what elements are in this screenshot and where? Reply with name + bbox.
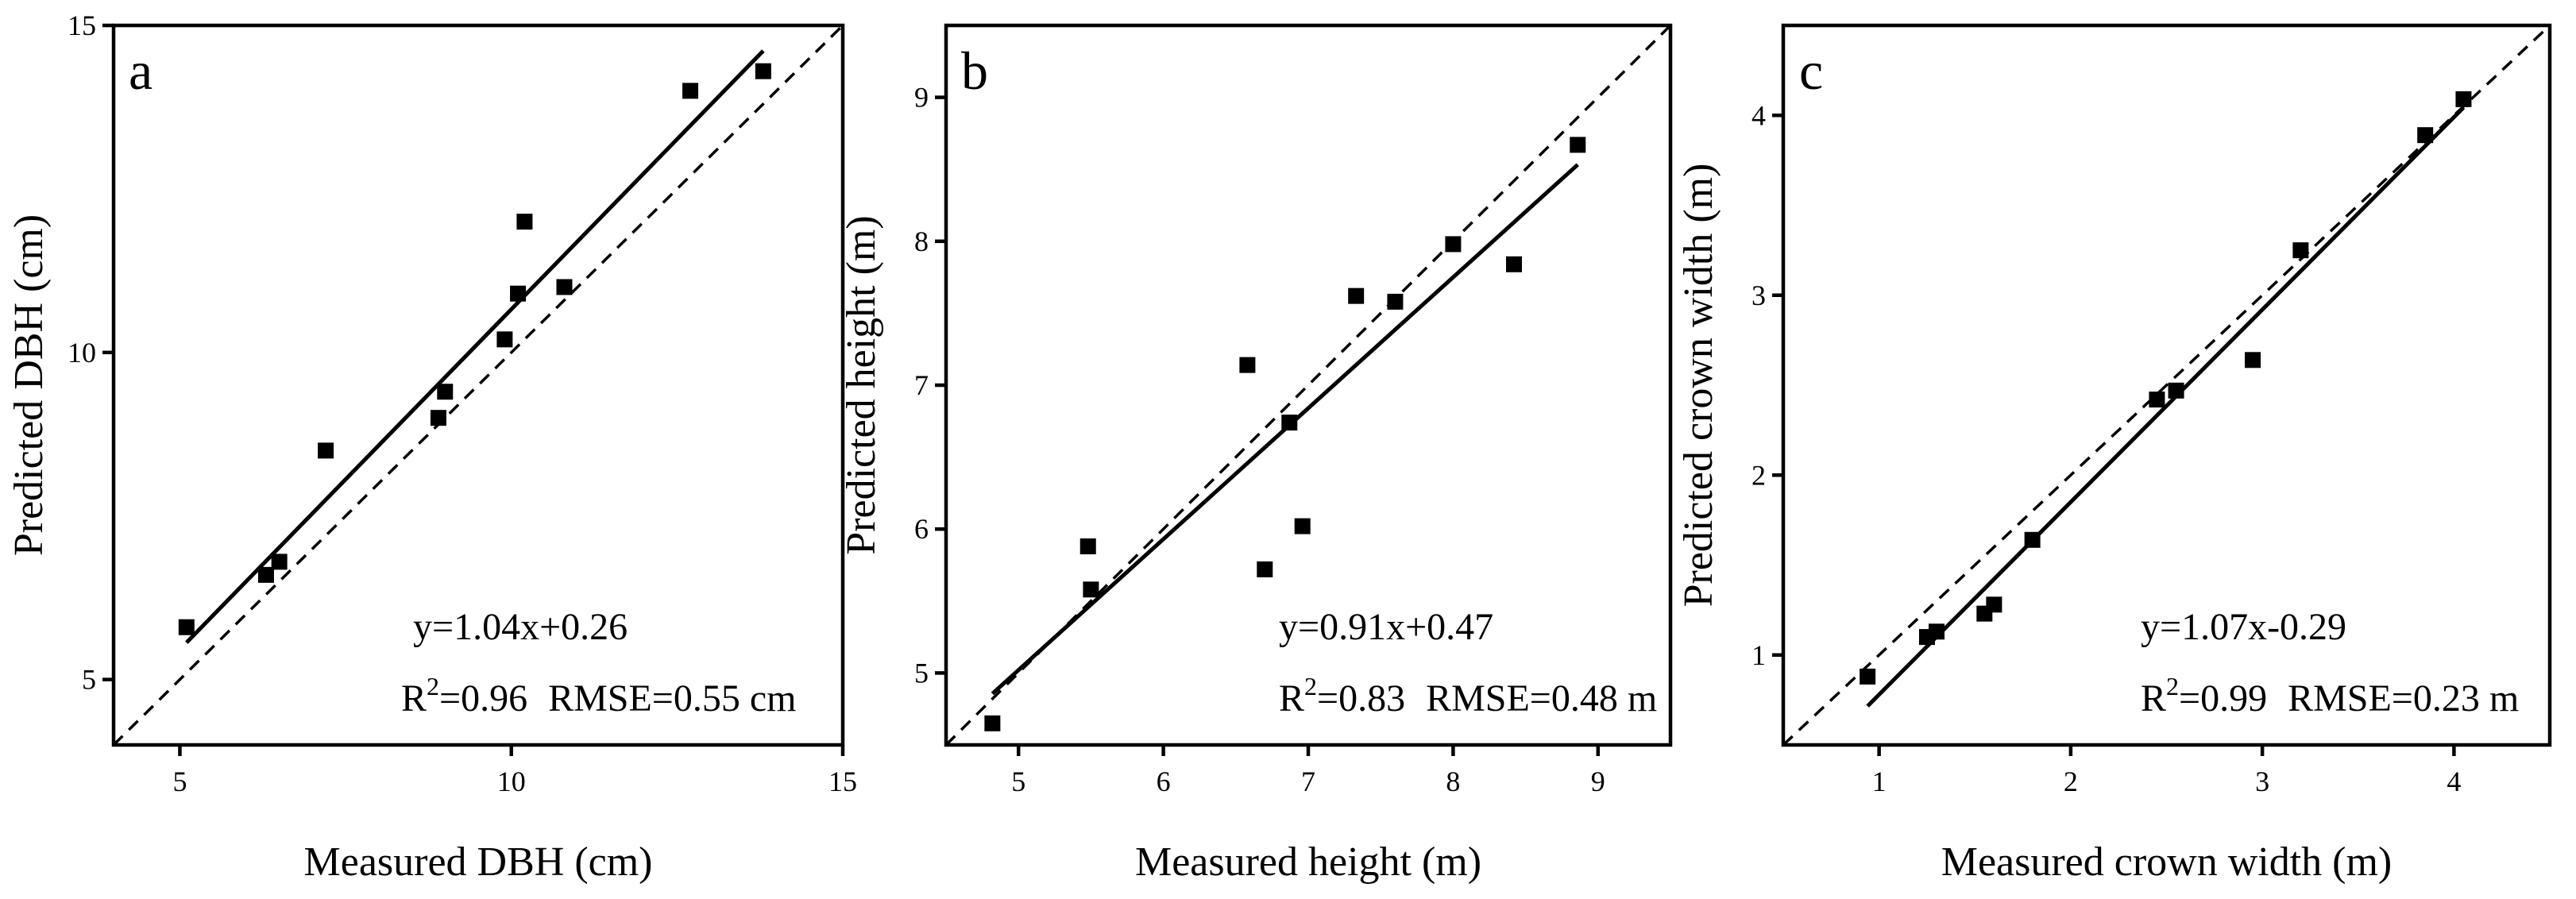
panel-letter: c (1799, 41, 1823, 101)
x-axis-title: Measured height (m) (1135, 839, 1481, 885)
y-tick-label: 2 (1751, 459, 1766, 491)
regression-line (185, 49, 765, 644)
rmse-value: RMSE=0.48 m (1426, 677, 1657, 720)
fit-statistics: R2=0.99 RMSE=0.23 m (2141, 672, 2519, 720)
data-point (510, 285, 527, 302)
data-point (2455, 91, 2472, 107)
data-point (682, 83, 699, 99)
y-tick-label: 5 (82, 664, 96, 696)
plot-frame (1781, 23, 2552, 747)
data-point (2149, 392, 2165, 408)
panel-c: 1 2 3 4 1 2 3 4 Measured crown width (m) Predicte… (1676, 23, 2552, 885)
x-tick-label: 10 (497, 766, 526, 797)
y-tick-label: 8 (914, 226, 929, 257)
data-point (1257, 561, 1273, 577)
regression-equation: y=0.91x+0.47 (1279, 606, 1493, 648)
data-point (984, 715, 1001, 731)
data-point (1294, 518, 1311, 534)
panel-letter: a (129, 41, 153, 101)
x-axis-title: Measured DBH (cm) (304, 839, 653, 885)
y-tick-label: 15 (68, 10, 96, 41)
data-point (318, 442, 334, 459)
plot-frame (111, 23, 845, 747)
rmse-value: RMSE=0.55 cm (548, 677, 796, 720)
regression-line (1866, 106, 2466, 708)
data-point (2292, 242, 2309, 259)
data-point (496, 331, 513, 348)
x-tick-label: 6 (1157, 766, 1171, 797)
panel-b: 5 6 7 8 9 5 6 7 8 9 Measured height (m) Predicted h… (839, 23, 1673, 885)
data-point (1929, 623, 1945, 640)
r2-value: =0.99 (2179, 677, 2267, 720)
data-point (1239, 357, 1256, 373)
y-tick-label: 9 (914, 82, 929, 114)
x-axis-title: Measured crown width (m) (1941, 839, 2393, 885)
data-point (2245, 352, 2261, 368)
x-tick-label: 8 (1446, 766, 1460, 797)
data-point (1083, 581, 1099, 598)
y-tick-label: 10 (68, 337, 96, 368)
regression-equation: y=1.07x-0.29 (2141, 606, 2346, 648)
data-point (1445, 236, 1462, 253)
data-point (2417, 127, 2434, 144)
r2-label: R (2141, 677, 2166, 720)
x-tick-label: 1 (1872, 766, 1887, 797)
data-point (271, 554, 288, 570)
x-tick-label: 2 (2064, 766, 2078, 797)
data-point (1281, 415, 1298, 431)
data-point (1860, 668, 1876, 685)
regression-equation: y=1.04x+0.26 (413, 606, 628, 648)
data-point (430, 410, 446, 426)
x-tick-label: 7 (1301, 766, 1315, 797)
y-tick-label: 4 (1751, 99, 1766, 131)
data-point (1348, 287, 1365, 304)
y-axis-title: Predicted crown width (m) (1676, 164, 1721, 608)
r2-superscript: 2 (427, 672, 439, 700)
y-tick-label: 6 (914, 513, 929, 545)
one-to-one-line (1783, 25, 2550, 745)
y-tick-label: 3 (1751, 280, 1766, 311)
r2-label: R (401, 677, 427, 720)
data-point (516, 214, 533, 230)
data-point (2168, 382, 2184, 399)
x-tick-label: 15 (828, 766, 857, 797)
x-tick-label: 5 (172, 766, 187, 797)
data-point (257, 566, 274, 583)
panel-letter: b (961, 41, 988, 101)
r2-superscript: 2 (1304, 672, 1317, 700)
r2-value: =0.96 (439, 677, 527, 720)
fit-statistics: R2=0.83 RMSE=0.48 m (1279, 672, 1657, 720)
r2-superscript: 2 (2166, 672, 2179, 700)
y-axis-title: Predicted height (m) (839, 215, 884, 554)
rmse-value: RMSE=0.23 m (2288, 677, 2519, 720)
y-axis-title: Predicted DBH (cm) (6, 214, 52, 556)
data-point (1387, 293, 1404, 310)
r2-label: R (1279, 677, 1304, 720)
data-point (2024, 531, 2041, 548)
data-point (178, 619, 195, 635)
data-point (755, 63, 771, 79)
x-tick-label: 4 (2447, 766, 2461, 797)
fit-statistics: R2=0.96 RMSE=0.55 cm (401, 672, 797, 720)
data-point (1506, 256, 1523, 272)
data-point (556, 279, 573, 295)
y-tick-label: 1 (1751, 639, 1766, 671)
y-tick-label: 7 (914, 369, 929, 401)
data-point (1986, 596, 2002, 613)
r2-value: =0.83 (1317, 677, 1405, 720)
data-point (1570, 137, 1586, 153)
x-tick-label: 9 (1591, 766, 1605, 797)
x-tick-label: 3 (2255, 766, 2269, 797)
panel-a: 5 10 15 5 10 15 Measured DBH (cm) Predicted DBH… (6, 10, 857, 885)
x-tick-label: 5 (1011, 766, 1025, 797)
y-tick-label: 5 (914, 657, 929, 689)
data-point (1079, 538, 1096, 554)
data-point (437, 384, 454, 400)
